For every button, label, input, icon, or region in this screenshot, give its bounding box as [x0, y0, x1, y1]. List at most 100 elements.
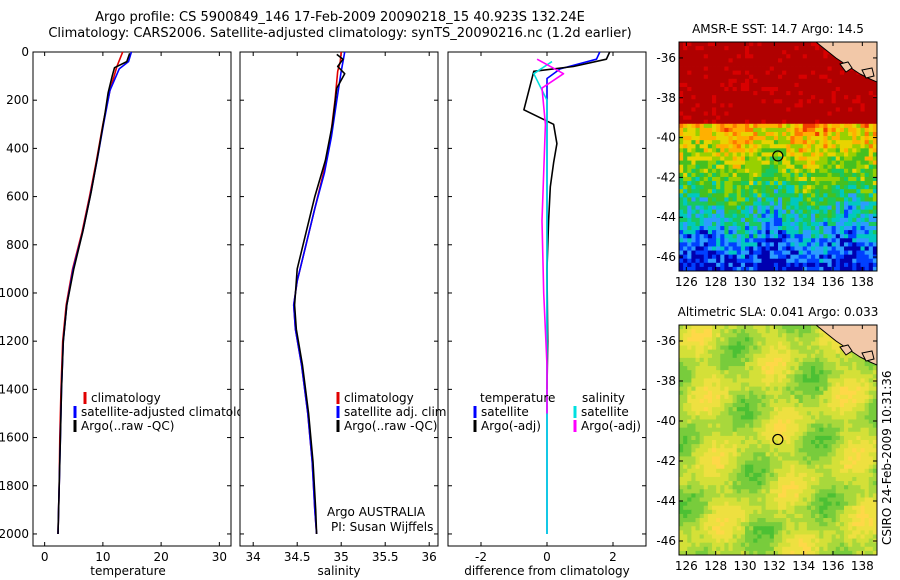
sla-cell — [864, 361, 870, 367]
sst-cell — [798, 217, 804, 223]
sst-cell — [831, 74, 837, 80]
sla-cell — [679, 460, 684, 466]
sla-cell — [848, 452, 853, 457]
sst-cell — [736, 82, 742, 88]
sla-cell — [835, 460, 841, 466]
sst-cell — [798, 172, 804, 178]
sst-cell — [798, 103, 804, 108]
sst-cell — [852, 91, 857, 96]
sla-cell — [831, 476, 837, 482]
sst-cell — [852, 78, 857, 84]
sst-cell — [773, 217, 779, 223]
sla-cell — [856, 361, 861, 367]
sst-cell — [761, 66, 767, 72]
sla-cell — [761, 390, 767, 396]
sla-cell — [868, 382, 874, 388]
sla-cell — [856, 435, 861, 441]
sla-cell — [740, 481, 746, 486]
sst-cell — [835, 111, 841, 117]
sla-cell — [806, 501, 812, 507]
sla-cell — [806, 386, 812, 392]
sst-cell — [790, 176, 795, 182]
sst-cell — [749, 148, 754, 153]
sla-cell — [848, 411, 853, 416]
sla-cell — [782, 468, 787, 474]
sst-cell — [802, 152, 808, 157]
sst-cell — [856, 217, 861, 223]
sla-cell — [773, 386, 779, 392]
sst-cell — [802, 262, 808, 268]
sst-cell — [728, 254, 734, 260]
sst-cell — [839, 164, 845, 170]
sst-lat-label: -36 — [656, 51, 676, 65]
sla-cell — [778, 423, 783, 429]
sla-cell — [852, 366, 857, 371]
sla-cell — [819, 361, 824, 367]
sla-cell — [691, 435, 696, 441]
sla-cell — [736, 386, 742, 392]
sst-cell — [769, 148, 775, 153]
sst-cell — [745, 86, 750, 92]
sla-cell — [868, 460, 874, 466]
sla-cell — [868, 390, 874, 396]
sst-cell — [798, 193, 804, 198]
sst-cell — [819, 205, 824, 211]
sla-cell — [687, 370, 692, 375]
sst-cell — [728, 103, 734, 108]
sla-cell — [736, 341, 742, 346]
sst-cell — [720, 95, 725, 100]
sla-cell — [687, 485, 692, 490]
sla-cell — [802, 468, 808, 474]
sst-cell — [736, 91, 742, 96]
sla-cell — [761, 386, 767, 392]
sla-cell — [720, 386, 725, 392]
sla-cell — [778, 361, 783, 367]
sla-cell — [819, 333, 824, 338]
sla-cell — [695, 489, 701, 494]
sst-cell — [740, 91, 746, 96]
sla-cell — [683, 452, 688, 457]
sst-cell — [790, 221, 795, 227]
sst-cell — [778, 42, 783, 47]
sla-cell — [823, 497, 828, 503]
sst-cell — [765, 258, 771, 264]
sst-cell — [757, 144, 762, 149]
sla-cell — [695, 456, 701, 461]
sla-cell — [740, 415, 746, 420]
sst-cell — [794, 201, 800, 206]
sla-cell — [687, 501, 692, 507]
sla-cell — [868, 485, 874, 490]
sla-cell — [707, 472, 713, 478]
sst-cell — [782, 189, 787, 194]
sla-cell — [749, 390, 754, 396]
sla-cell — [736, 485, 742, 490]
sla-cell — [720, 357, 725, 363]
sst-cell — [707, 111, 713, 117]
sst-cell — [786, 107, 791, 112]
sla-cell — [732, 460, 738, 466]
sst-cell — [806, 181, 812, 186]
sst-cell — [819, 266, 824, 271]
sla-cell — [728, 386, 734, 392]
sla-cell — [773, 464, 779, 470]
sla-cell — [848, 444, 853, 449]
sla-cell — [683, 407, 688, 412]
sst-cell — [815, 221, 820, 227]
sla-cell — [831, 435, 837, 441]
sst-cell — [765, 262, 771, 268]
sst-cell — [707, 156, 713, 161]
sla-cell — [798, 353, 804, 359]
sst-cell — [860, 156, 866, 161]
sst-cell — [679, 164, 684, 170]
sla-cell — [773, 407, 779, 412]
sst-cell — [716, 119, 721, 125]
sla-cell — [823, 378, 828, 383]
sst-cell — [844, 258, 849, 264]
sst-cell — [707, 164, 713, 170]
sst-cell — [782, 66, 787, 72]
sst-cell — [736, 250, 742, 256]
sst-cell — [868, 103, 874, 108]
sst-cell — [831, 103, 837, 108]
sst-cell — [811, 201, 816, 206]
sst-cell — [848, 176, 853, 182]
